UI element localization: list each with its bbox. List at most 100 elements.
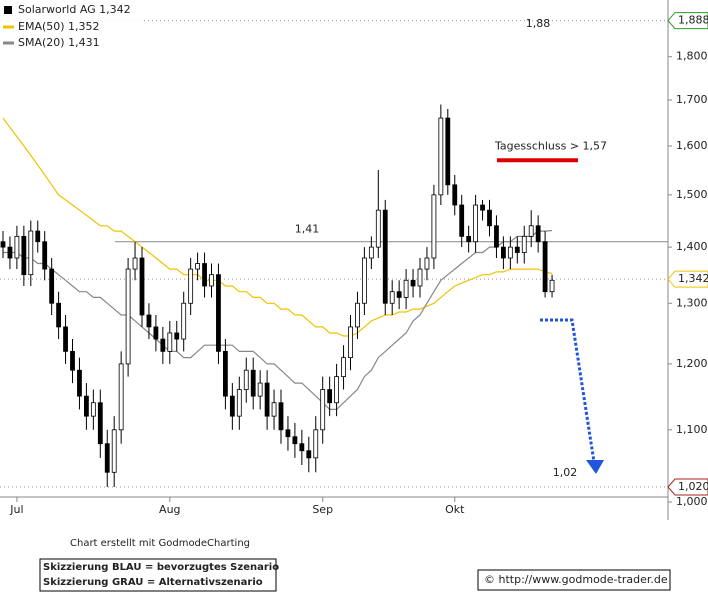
candle-body bbox=[118, 363, 124, 431]
price-tag bbox=[667, 478, 708, 496]
candle-body bbox=[494, 225, 499, 248]
candle-body bbox=[264, 382, 270, 417]
candle-body bbox=[285, 429, 291, 438]
candle-body bbox=[431, 194, 437, 259]
candle-body bbox=[174, 332, 180, 340]
candle-body bbox=[216, 274, 221, 352]
candle-body bbox=[56, 302, 61, 328]
candle-body bbox=[181, 302, 187, 340]
candle-body bbox=[70, 350, 75, 371]
scenario-blue: Skizzierung BLAU = bevorzugtes Szenario bbox=[43, 562, 279, 573]
candle-body bbox=[236, 389, 242, 417]
candle-body bbox=[514, 246, 520, 253]
candle-body bbox=[313, 429, 319, 459]
trigger-label: Tagesschluss > 1,57 bbox=[494, 139, 607, 152]
legend-swatch bbox=[4, 6, 12, 14]
candle-body bbox=[361, 257, 367, 304]
scenario-box bbox=[39, 558, 277, 592]
candle-body bbox=[257, 382, 263, 397]
legend-box bbox=[0, 0, 142, 52]
y-tick-label: 1,600 bbox=[676, 139, 708, 152]
candle-body bbox=[535, 225, 541, 243]
candle-body bbox=[139, 257, 145, 316]
y-tick-label: 1,800 bbox=[676, 50, 708, 63]
candle-body bbox=[77, 369, 82, 397]
scenario-arrow bbox=[540, 318, 596, 463]
candle-body bbox=[424, 257, 430, 270]
candle-body bbox=[507, 246, 513, 259]
candle-body bbox=[521, 235, 527, 253]
legend-entry: EMA(50) 1,352 bbox=[18, 20, 100, 33]
candle-body bbox=[375, 209, 381, 248]
candle-body bbox=[438, 117, 444, 196]
candle-body bbox=[417, 268, 423, 287]
candle-body bbox=[348, 326, 353, 359]
candle-body bbox=[410, 279, 416, 287]
indicator-line bbox=[3, 229, 553, 410]
candle-body bbox=[466, 235, 472, 243]
candle-body bbox=[42, 241, 48, 270]
candle-body bbox=[111, 429, 117, 473]
candle-body bbox=[299, 443, 305, 452]
level-label: 1,41 bbox=[295, 223, 320, 236]
y-tick-label: 1,000 bbox=[676, 495, 708, 508]
y-tick-label: 1,700 bbox=[676, 93, 708, 106]
price-tag-label: 1,888 bbox=[678, 14, 708, 27]
candle-body bbox=[195, 263, 201, 270]
candle-body bbox=[243, 369, 249, 390]
legend-entry: SMA(20) 1,431 bbox=[18, 36, 100, 49]
candle-body bbox=[542, 241, 548, 293]
candle-body bbox=[97, 402, 103, 445]
candle-body bbox=[528, 225, 534, 237]
copyright-box bbox=[477, 569, 671, 591]
candle-body bbox=[382, 209, 388, 304]
x-tick-label: Aug bbox=[159, 503, 180, 516]
price-tag-label: 1,342 bbox=[678, 272, 708, 285]
candle-body bbox=[306, 450, 312, 459]
candle-body bbox=[459, 204, 465, 237]
x-tick-label: Jul bbox=[9, 503, 23, 516]
candle-body bbox=[90, 402, 96, 417]
candle-body bbox=[549, 279, 555, 293]
candle-body bbox=[7, 246, 13, 259]
scenario-grey: Skizzierung GRAU = Alternativszenario bbox=[43, 577, 263, 588]
candle-body bbox=[271, 402, 277, 417]
candle-body bbox=[222, 350, 228, 397]
candle-body bbox=[341, 357, 346, 378]
y-tick-label: 1,100 bbox=[676, 423, 708, 436]
candle-body bbox=[334, 376, 340, 404]
candle-body bbox=[14, 235, 20, 259]
candle-body bbox=[35, 230, 41, 243]
candle-body bbox=[63, 326, 68, 352]
candle-body bbox=[160, 338, 166, 352]
candle-body bbox=[480, 204, 485, 211]
price-tag bbox=[667, 12, 708, 30]
candle-body bbox=[403, 279, 409, 298]
candle-body bbox=[327, 389, 333, 404]
candle-body bbox=[487, 209, 492, 227]
arrow-head bbox=[586, 460, 604, 474]
candle-body bbox=[396, 291, 402, 298]
candle-body bbox=[445, 117, 451, 186]
credit: Chart erstellt mit GodmodeCharting bbox=[70, 538, 250, 549]
candle-body bbox=[229, 395, 235, 417]
x-tick-label: Okt bbox=[445, 503, 465, 516]
price-tag bbox=[667, 270, 708, 288]
candle-body bbox=[292, 436, 298, 445]
plot-area bbox=[0, 20, 668, 488]
candle-body bbox=[389, 291, 395, 304]
y-tick-label: 1,500 bbox=[676, 188, 708, 201]
candle-body bbox=[209, 274, 214, 287]
candle-body bbox=[250, 369, 256, 397]
candle-body bbox=[278, 402, 284, 431]
target-label: 1,88 bbox=[526, 17, 551, 30]
candle-body bbox=[153, 326, 159, 340]
candle-body bbox=[0, 241, 6, 248]
candle-body bbox=[125, 268, 131, 365]
candle-body bbox=[355, 302, 360, 328]
candle-body bbox=[202, 263, 207, 287]
legend-entry: Solarworld AG 1,342 bbox=[18, 3, 131, 16]
candle-body bbox=[452, 184, 458, 206]
candle-body bbox=[473, 204, 479, 243]
